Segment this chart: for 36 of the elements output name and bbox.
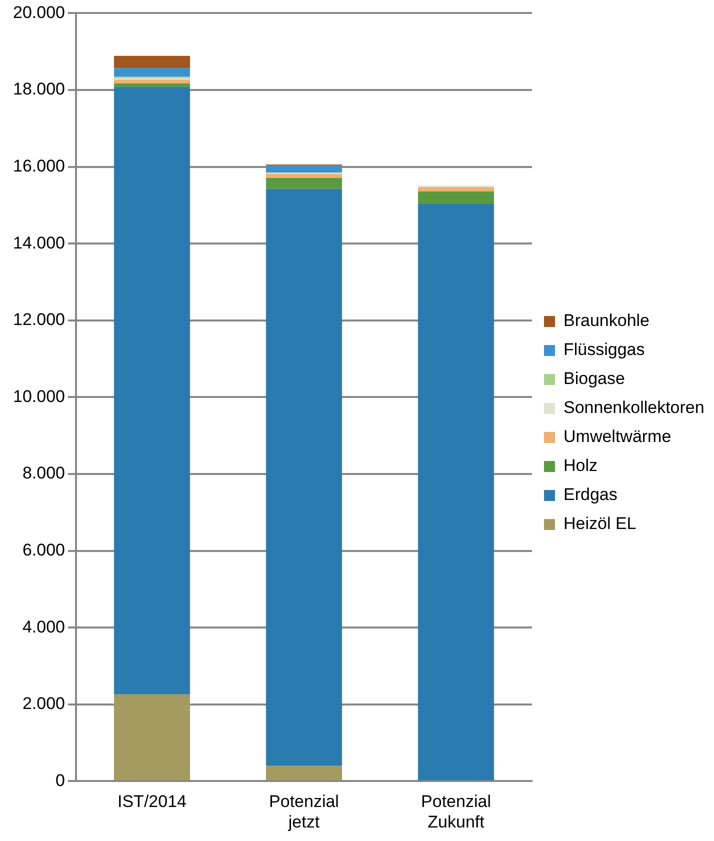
y-tick-label: 10.000 bbox=[12, 386, 65, 406]
bar bbox=[266, 166, 342, 173]
legend-label: Biogase bbox=[564, 369, 625, 388]
y-tick-label: 12.000 bbox=[12, 310, 65, 330]
bar bbox=[114, 694, 190, 780]
bar bbox=[114, 56, 190, 68]
legend-label: Heizöl EL bbox=[564, 514, 636, 534]
bar bbox=[266, 178, 342, 189]
y-tick-label: 20.000 bbox=[12, 2, 65, 22]
x-tick-label: Potenzial jetzt bbox=[269, 792, 339, 832]
legend-label: Braunkohle bbox=[564, 311, 650, 330]
y-tick-label: 18.000 bbox=[12, 80, 65, 99]
bar bbox=[418, 204, 494, 780]
y-tick-label: 8.000 bbox=[22, 464, 65, 483]
legend-label: Erdgas bbox=[564, 485, 618, 504]
bar bbox=[114, 83, 190, 87]
bar bbox=[114, 68, 190, 77]
bar bbox=[266, 766, 342, 780]
legend-label: Flüssiggas bbox=[564, 340, 645, 360]
legend-label: Holz bbox=[564, 456, 598, 476]
y-tick-label: 4.000 bbox=[22, 617, 65, 636]
bar bbox=[114, 86, 190, 694]
bar bbox=[418, 187, 494, 192]
bar bbox=[418, 191, 494, 204]
bar bbox=[266, 188, 342, 766]
y-tick-label: 2.000 bbox=[22, 694, 65, 714]
bar bbox=[114, 80, 190, 84]
y-tick-label: 6.000 bbox=[22, 540, 65, 560]
x-tick-label: Potenzial Zukunft bbox=[421, 792, 491, 832]
y-tick-label: 14.000 bbox=[12, 233, 65, 252]
legend-label: Sonnenkollektoren bbox=[564, 398, 704, 418]
y-tick-label: 0 bbox=[56, 770, 65, 790]
y-tick-label: 16.000 bbox=[12, 156, 65, 176]
legend-label: Umweltwärme bbox=[564, 427, 672, 446]
x-tick-label: IST/2014 bbox=[117, 792, 186, 812]
bar bbox=[266, 174, 342, 178]
